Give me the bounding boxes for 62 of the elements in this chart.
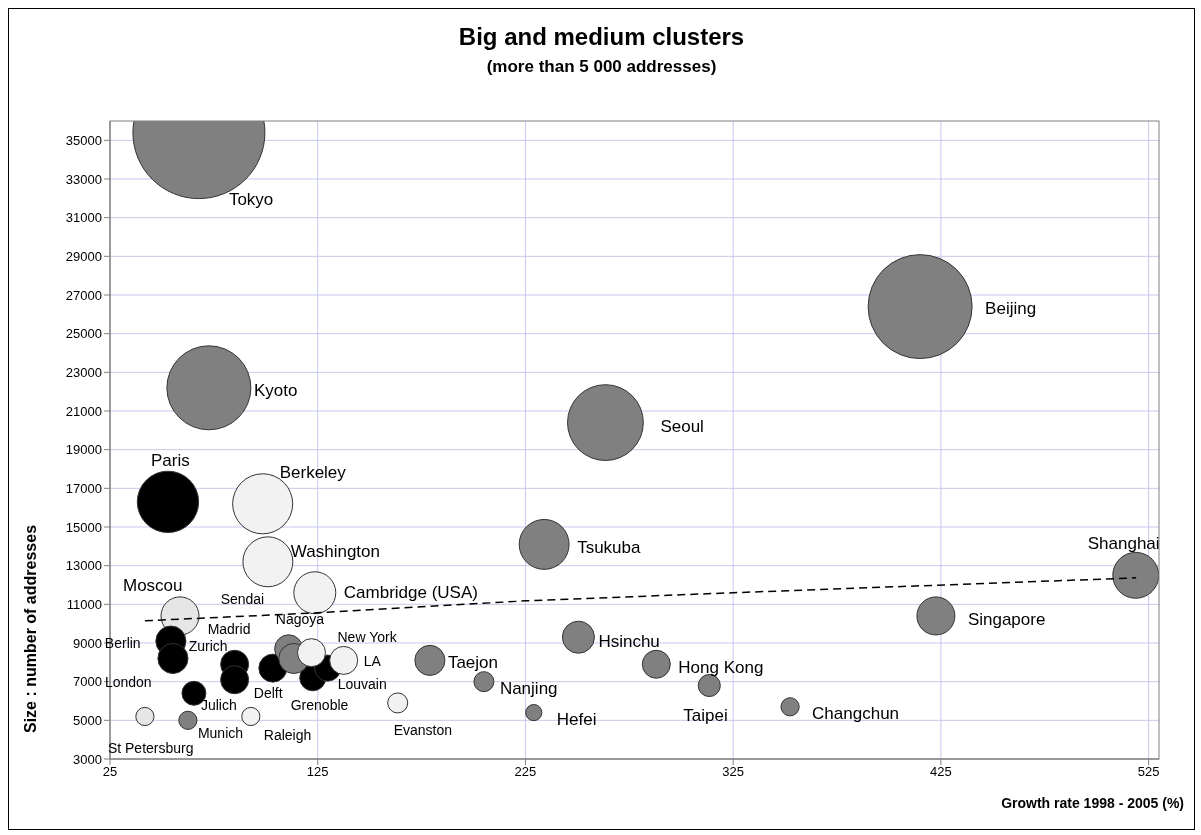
annotation: Hsinchu: [598, 631, 660, 651]
annotation: Delft: [253, 684, 283, 701]
annotation: Raleigh: [263, 727, 312, 744]
y-tick-label: 9000: [73, 635, 102, 651]
y-tick-label: 35000: [65, 132, 102, 148]
annotation: Nagoya: [275, 610, 325, 627]
annotation: Washington: [290, 541, 381, 561]
y-tick-label: 21000: [65, 403, 102, 419]
annotation: Tokyo: [228, 189, 274, 209]
y-tick-label: 29000: [65, 248, 102, 264]
annotation: Zurich: [188, 637, 228, 654]
annotation: Seoul: [660, 416, 704, 436]
chart-title: Big and medium clusters: [457, 23, 746, 51]
annotation: Nanjing: [499, 678, 558, 698]
annotation: Julich: [200, 696, 237, 713]
annotation: Moscou: [123, 575, 183, 595]
y-tick-label: 19000: [65, 442, 102, 458]
y-tick-label: 25000: [65, 326, 102, 342]
annotation: St Petersburg: [107, 740, 194, 757]
y-axis-title: Size : number of addresses: [22, 524, 40, 734]
annotation: Sendai: [220, 590, 265, 607]
annotation: Changchun: [812, 703, 900, 723]
annotation: Louvain: [337, 675, 387, 692]
annotation: Paris: [150, 450, 190, 470]
y-tick-label: 31000: [65, 210, 102, 226]
y-tick-label: 17000: [65, 480, 102, 496]
x-tick-label: 525: [1137, 764, 1160, 780]
y-tick-label: 23000: [65, 364, 102, 380]
y-tick-label: 5000: [73, 712, 102, 728]
y-tick-label: 13000: [65, 558, 102, 574]
chart-subtitle: (more than 5 000 addresses): [485, 57, 718, 77]
y-tick-label: 3000: [73, 751, 102, 767]
annotation: Munich: [197, 724, 244, 741]
annotation: London: [104, 673, 152, 690]
annotation: Taipei: [683, 705, 728, 725]
annotation: Berlin: [104, 634, 141, 651]
annotation: New York: [337, 628, 398, 645]
y-tick-label: 15000: [65, 519, 102, 535]
x-tick-label: 325: [722, 764, 745, 780]
annotation: Cambridge (USA): [343, 582, 478, 602]
x-axis-title: Growth rate 1998 - 2005 (%): [1001, 795, 1184, 811]
y-tick-label: 33000: [65, 171, 102, 187]
annotation: Beijing: [985, 298, 1037, 318]
annotation: Evanston: [393, 721, 453, 738]
annotation: Hong Kong: [678, 657, 764, 677]
annotation: Grenoble: [290, 696, 349, 713]
x-tick-label: 25: [102, 764, 118, 780]
annotation: Hefei: [556, 709, 597, 729]
y-tick-label: 11000: [66, 596, 102, 612]
annotation: LA: [363, 652, 382, 669]
annotation: Kyoto: [253, 380, 298, 400]
annotation: Tsukuba: [577, 537, 641, 557]
x-tick-label: 225: [514, 764, 537, 780]
x-tick-label: 125: [306, 764, 329, 780]
annotation: Madrid: [207, 620, 251, 637]
y-tick-label: 27000: [65, 287, 102, 303]
annotation: Berkeley: [279, 462, 347, 482]
y-tick-label: 7000: [73, 674, 102, 690]
annotation: Singapore: [967, 609, 1046, 629]
annotation: Shanghai: [1087, 533, 1160, 553]
annotation: Taejon: [447, 652, 498, 672]
x-tick-label: 425: [930, 764, 952, 780]
